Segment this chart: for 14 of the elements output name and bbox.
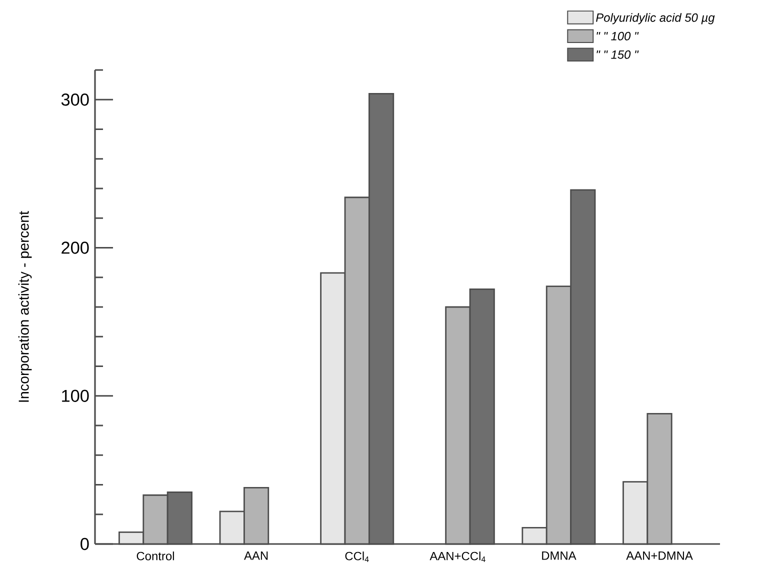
- y-tick-label: 200: [62, 242, 89, 254]
- y-tick-label: 300: [61, 94, 89, 106]
- x-tick-label: AAN+DMNA: [626, 552, 693, 560]
- legend-label: Polyuridylic acid 50 µg: [596, 13, 715, 24]
- legend-label: " " 150 ": [596, 50, 639, 59]
- y-tick-label: 0: [80, 538, 89, 550]
- x-tick-label: DMNA: [542, 552, 576, 560]
- y-tick-label: 100: [62, 390, 89, 402]
- x-tick-label: AAN: [244, 552, 268, 560]
- x-tick-label: AAN+CCl$_{4}$: [430, 552, 486, 562]
- legend-label: " " 100 ": [596, 32, 639, 40]
- y-axis-title: Incorporation activity - percent: [18, 211, 32, 402]
- x-tick-label: Control: [136, 552, 174, 560]
- x-tick-label: CCl$_{4}$: [345, 552, 369, 562]
